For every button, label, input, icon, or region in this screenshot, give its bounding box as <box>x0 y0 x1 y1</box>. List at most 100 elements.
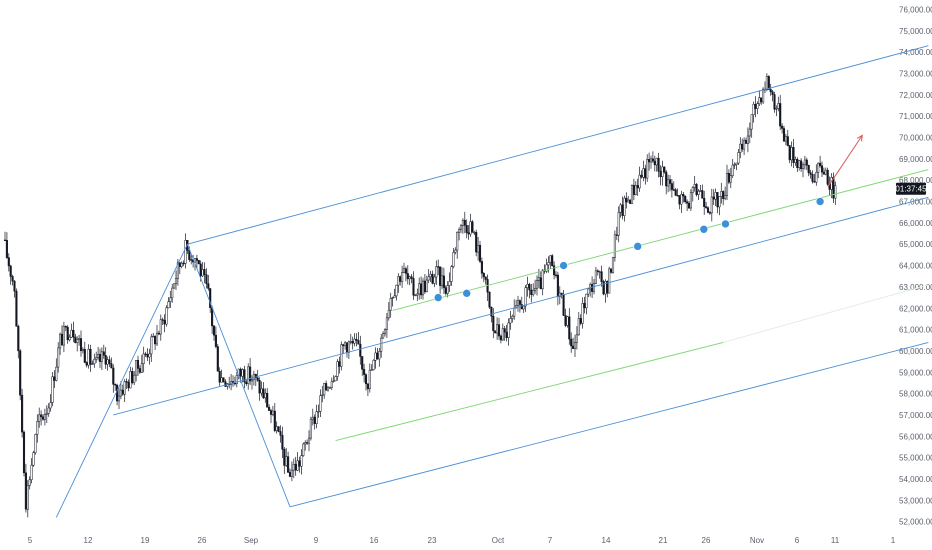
candle-body <box>699 190 702 192</box>
candle-body <box>108 359 111 364</box>
candle-body <box>528 284 531 291</box>
candle-body <box>260 388 263 394</box>
candle-body <box>534 287 537 291</box>
candle-body <box>450 266 453 282</box>
candle-body <box>330 381 333 388</box>
candle-body <box>703 198 706 207</box>
y-tick-label: 73,000.00 <box>899 69 932 78</box>
candle-body <box>106 359 109 365</box>
candle-body <box>727 172 730 183</box>
candle-body <box>245 381 248 384</box>
candle-body <box>285 456 288 466</box>
candle-body <box>499 335 502 341</box>
candle-body <box>216 346 219 372</box>
candle-body <box>659 170 662 178</box>
candle-body <box>511 315 514 319</box>
candle-body <box>672 189 675 191</box>
candle-body <box>374 352 377 361</box>
candle-body <box>739 143 742 153</box>
candle-body <box>345 342 349 353</box>
candle-body <box>813 181 816 183</box>
candle-body <box>53 376 56 381</box>
candle-body <box>288 472 292 477</box>
candle-body <box>781 125 784 129</box>
candle-body <box>731 164 734 176</box>
candle-body <box>201 269 204 277</box>
candle-body <box>266 392 269 408</box>
candle-body <box>651 158 654 162</box>
candle-body <box>803 159 806 166</box>
candle-body <box>790 147 793 161</box>
candle-body <box>32 452 35 466</box>
candle-body <box>43 414 46 420</box>
candle-body <box>11 276 14 282</box>
candle-body <box>444 287 447 294</box>
candle-body <box>171 287 174 299</box>
candle-body <box>779 103 782 127</box>
current-price-tag: 01:37:45 <box>895 182 927 195</box>
candle-body <box>370 369 373 371</box>
candle-body <box>207 283 210 289</box>
candle-body <box>119 389 122 397</box>
candle-body <box>554 274 558 276</box>
touch-points <box>433 197 825 302</box>
candle-body <box>667 179 670 187</box>
candle-body <box>735 162 738 165</box>
candle-body <box>199 263 202 277</box>
candle-body <box>820 165 824 173</box>
candle-body <box>817 162 820 173</box>
touch-point-marker <box>633 242 643 251</box>
candle-body <box>756 103 759 109</box>
candle-body <box>602 281 605 295</box>
candle-body <box>617 212 620 236</box>
candle-body <box>144 353 147 355</box>
fork-left-leg-line <box>55 244 188 518</box>
candle-body <box>551 255 554 267</box>
candle-body <box>87 348 90 366</box>
candle-body <box>687 202 691 209</box>
candle-body <box>427 276 430 281</box>
candle-body <box>473 232 476 234</box>
candle-body <box>689 192 692 209</box>
candle-body <box>414 294 417 297</box>
candle-body <box>545 264 548 272</box>
candle-body <box>79 338 83 352</box>
candle-body <box>26 485 29 510</box>
candle-body <box>425 279 428 293</box>
candle-body <box>150 336 153 355</box>
candle-body <box>214 334 217 347</box>
y-tick-label: 70,000.00 <box>899 133 932 142</box>
candle-body <box>665 171 668 187</box>
candle-body <box>102 351 105 356</box>
x-tick-label: Nov <box>750 536 764 545</box>
candle-body <box>792 147 795 163</box>
candle-body <box>254 373 257 379</box>
candle-body <box>638 174 641 189</box>
y-tick-label: 71,000.00 <box>899 112 932 121</box>
candle-body <box>693 184 696 188</box>
candle-body <box>515 305 518 309</box>
candle-body <box>402 268 406 273</box>
candle-body <box>824 169 827 175</box>
candle-body <box>573 341 577 349</box>
candle-body <box>418 283 421 295</box>
candle-body <box>634 185 637 195</box>
candle-body <box>431 273 434 284</box>
candle-body <box>309 418 312 439</box>
candle-body <box>93 358 96 365</box>
candle-body <box>211 307 214 327</box>
candle-body <box>72 329 75 338</box>
candle-body <box>165 307 168 325</box>
candle-body <box>212 325 216 336</box>
candle-body <box>180 262 183 267</box>
candle-body <box>754 103 757 109</box>
fork-right-leg-line <box>186 244 291 507</box>
candle-body <box>81 348 84 352</box>
candle-body <box>682 194 685 197</box>
candle-body <box>45 413 48 415</box>
candle-body <box>570 338 573 347</box>
candle-body <box>182 262 185 265</box>
candle-body <box>456 231 459 251</box>
candle-body <box>513 307 516 317</box>
